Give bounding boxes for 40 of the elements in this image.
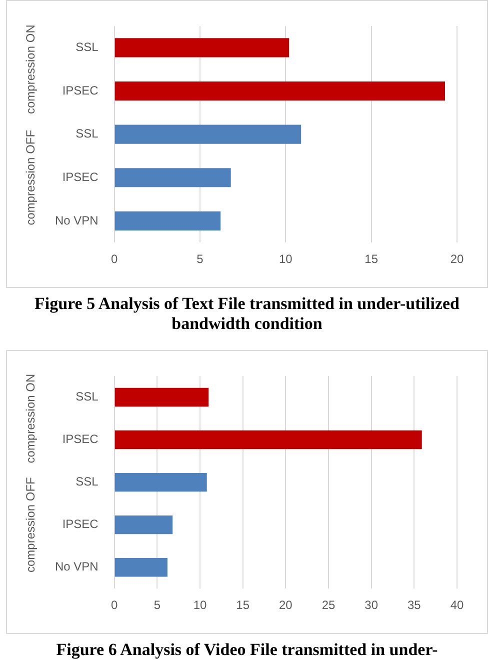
y-tick-label: No VPN (54, 213, 98, 228)
bar (114, 38, 290, 58)
bar (114, 211, 221, 230)
x-tick-label: 25 (322, 598, 336, 612)
bar (114, 81, 446, 101)
bar (114, 388, 209, 407)
x-tick-label: 30 (364, 598, 378, 612)
x-tick-label: 5 (154, 598, 161, 612)
bar (114, 515, 173, 534)
y-tick-label: IPSEC (62, 83, 99, 98)
x-tick-label: 10 (278, 252, 293, 266)
x-tick-label: 0 (111, 252, 118, 266)
y-tick-label: No VPN (54, 560, 98, 574)
y-tick-label: IPSEC (62, 517, 99, 532)
x-tick-label: 15 (236, 598, 250, 612)
x-tick-label: 15 (364, 252, 378, 266)
y-tick-label: SSL (76, 126, 99, 141)
y-tick-label: SSL (76, 390, 99, 404)
text: compression OFF (23, 130, 38, 226)
text: Figure 6 Analysis of Video File transmitted in under- (55, 640, 439, 660)
bar (114, 558, 168, 577)
bar (114, 472, 207, 492)
text: compression ON (23, 24, 38, 114)
x-tick-label: 20 (450, 252, 464, 266)
text: compression ON (23, 374, 38, 464)
x-tick-label: 40 (450, 598, 464, 612)
bar (114, 168, 231, 188)
x-tick-label: 10 (193, 598, 208, 612)
bar (114, 430, 422, 450)
x-tick-label: 0 (111, 598, 118, 612)
y-tick-label: SSL (76, 40, 99, 54)
y-tick-label: IPSEC (62, 432, 99, 446)
y-tick-label: IPSEC (62, 170, 99, 184)
bar (114, 124, 302, 144)
y-tick-label: SSL (76, 474, 99, 489)
x-tick-label: 5 (196, 252, 204, 266)
x-tick-label: 35 (407, 598, 422, 612)
x-tick-label: 20 (278, 598, 293, 612)
text: compression OFF (23, 477, 38, 572)
text: Figure 5 Analysis of Text File transmitted in under-utilized bandwidth condition (33, 294, 460, 334)
